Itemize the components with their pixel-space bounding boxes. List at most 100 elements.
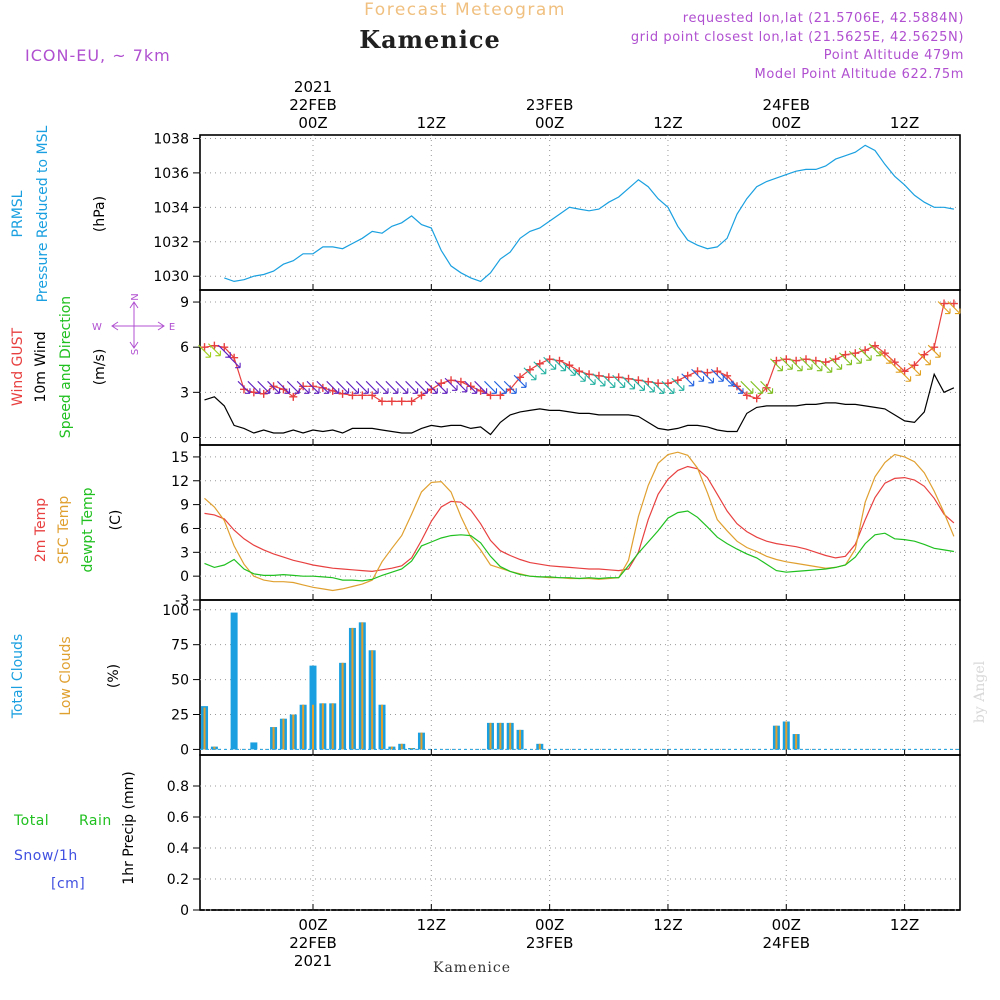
bottom-time-label: 2021 [294, 952, 332, 970]
gust-marker [614, 373, 623, 382]
gust-marker [585, 370, 594, 379]
wind-arrow [848, 350, 862, 364]
gust-marker [427, 385, 436, 394]
wind-arrow [858, 347, 872, 361]
wind-arrow [740, 380, 754, 394]
precip-label-snow: Snow/1h [14, 848, 78, 864]
footer-location: Kamenice [433, 960, 511, 976]
wind-label-3: Speed and Direction [58, 296, 74, 438]
cloud-panel-labels: Total Clouds Low Clouds (%) [10, 634, 122, 719]
panel-5-ytick-label: 0.8 [167, 779, 189, 795]
panel-4-ytick-label: 75 [171, 638, 189, 654]
wind-arrow [493, 380, 507, 394]
precip-label-rain: Rain [79, 813, 112, 829]
bottom-time-label: 24FEB [763, 934, 810, 952]
wind-arrow [277, 380, 290, 394]
panel-5-ytick-label: 0.6 [167, 810, 189, 826]
wind-arrow [779, 356, 793, 370]
panel-1-ytick-label: 1034 [153, 200, 189, 216]
panel-2-ytick-label: 9 [180, 295, 189, 311]
wind-arrow [760, 380, 774, 394]
gust-marker [930, 343, 939, 352]
gust-marker [732, 382, 741, 391]
model-altitude: Model Point Altitude 622.75m [755, 67, 964, 82]
gust-marker [486, 391, 495, 400]
plot-layer: 1030 1032 1034 1036 1038 0 3 6 9 -3 0 3 6 9 12 15 0 25 50 7… [153, 78, 961, 970]
panel-3-ytick-label: 15 [171, 450, 189, 466]
low-cloud-bar [341, 662, 344, 750]
panel-1-ytick-label: 1032 [153, 235, 189, 251]
gust-marker [348, 391, 357, 400]
wind-arrow [395, 380, 409, 394]
gust-marker [239, 385, 248, 394]
wind-arrow [661, 380, 675, 394]
point-altitude: Point Altitude 479m [824, 48, 964, 63]
low-cloud-bar [795, 734, 798, 750]
wind-arrow [809, 358, 823, 372]
panel-1-ytick-label: 1030 [153, 269, 189, 285]
temp-panel-labels: 2m Temp SFC Temp dewpt Temp (C) [33, 487, 124, 572]
wind-arrow [750, 380, 764, 394]
compass-cross [111, 301, 165, 349]
low-cloud-bar [420, 732, 423, 750]
gust-marker [378, 397, 387, 406]
top-time-label: 00Z [535, 114, 564, 132]
gust-marker [417, 391, 426, 400]
cloud-bars [200, 612, 960, 750]
low-cloud-bar [538, 743, 541, 750]
gust-marker [831, 355, 840, 364]
grid-point: grid point closest lon,lat (21.5625E, 42… [631, 30, 964, 45]
wind-arrow [227, 355, 241, 369]
panel-1-axes: 1030 1032 1034 1036 1038 [153, 131, 961, 291]
gust-marker [900, 367, 909, 376]
gust-marker [693, 367, 702, 376]
wind-unit: (m/s) [92, 349, 108, 386]
panel-5-axes: 0 0.2 0.4 0.6 0.8 [167, 754, 961, 919]
low-cloud-bar [351, 627, 354, 750]
wind-arrow [365, 380, 379, 394]
gust-marker [496, 391, 505, 400]
gust-markers [200, 299, 958, 406]
compass-w: W [92, 322, 102, 333]
gust-marker [397, 397, 406, 406]
panel-5-frame [199, 754, 961, 911]
wind-arrow [612, 374, 626, 388]
gust-marker [299, 382, 308, 391]
temp-label-2: SFC Temp [56, 496, 72, 565]
panel-4-ytick-label: 100 [162, 603, 189, 619]
wind-arrow [631, 377, 645, 391]
wind-arrow [286, 380, 300, 394]
gust-marker [683, 371, 692, 380]
wind-arrow [208, 343, 221, 357]
gust-marker [654, 379, 663, 388]
wind-arrow [454, 379, 468, 393]
top-time-label: 24FEB [763, 96, 810, 114]
panel-3-ytick-label: 3 [180, 545, 189, 561]
temp-label-3: dewpt Temp [80, 487, 96, 572]
gust-marker [476, 386, 485, 395]
panel-3-ytick-label: -3 [175, 593, 189, 609]
pressure-line [224, 144, 955, 283]
compass-s: S [130, 349, 141, 355]
wind-arrow [789, 358, 803, 372]
bottom-time-label: 00Z [298, 916, 327, 934]
wind-compass: W E N S [92, 293, 175, 355]
top-time-label: 12Z [653, 114, 682, 132]
wind-arrow [602, 374, 616, 388]
wind-arrow [474, 380, 488, 394]
gust-marker [456, 377, 465, 386]
bottom-time-label: 00Z [535, 916, 564, 934]
precip-unit: 1hr Precip (mm) [121, 771, 137, 884]
wind-arrow [503, 380, 517, 394]
wind-panel-labels: Wind GUST 10m Wind Speed and Direction (… [10, 293, 175, 438]
gust-marker [368, 391, 377, 400]
bottom-time-label: 23FEB [526, 934, 573, 952]
panel-4-ytick-label: 50 [171, 673, 189, 689]
wind-label-1: Wind GUST [10, 327, 26, 406]
low-cloud-bar [312, 704, 314, 750]
wind-arrow [572, 368, 586, 382]
panel-3-ytick-label: 12 [171, 474, 189, 490]
gust-marker [565, 361, 574, 370]
